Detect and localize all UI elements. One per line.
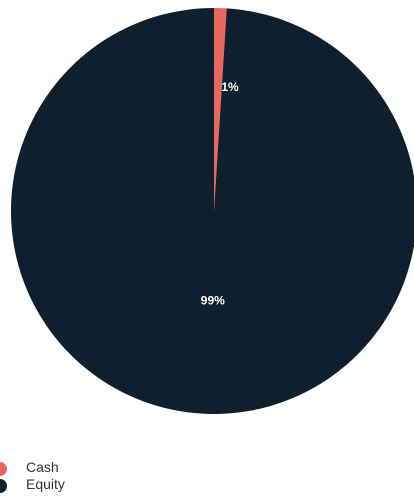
legend-label-equity: Equity: [26, 476, 65, 492]
legend-item-cash[interactable]: Cash: [0, 459, 200, 476]
legend-item-equity[interactable]: Equity: [0, 476, 200, 493]
slice-label-cash: 1%: [221, 80, 239, 94]
pie-chart: 1% 99%: [10, 8, 414, 414]
legend-label-cash: Cash: [26, 459, 59, 475]
pie-slice-equity[interactable]: [10, 8, 414, 414]
legend-swatch-cash: [0, 462, 7, 476]
legend-swatch-equity: [0, 479, 7, 493]
slice-label-equity: 99%: [201, 293, 225, 307]
pie-slice-cash[interactable]: [214, 8, 227, 211]
legend: Cash Equity: [0, 459, 200, 493]
